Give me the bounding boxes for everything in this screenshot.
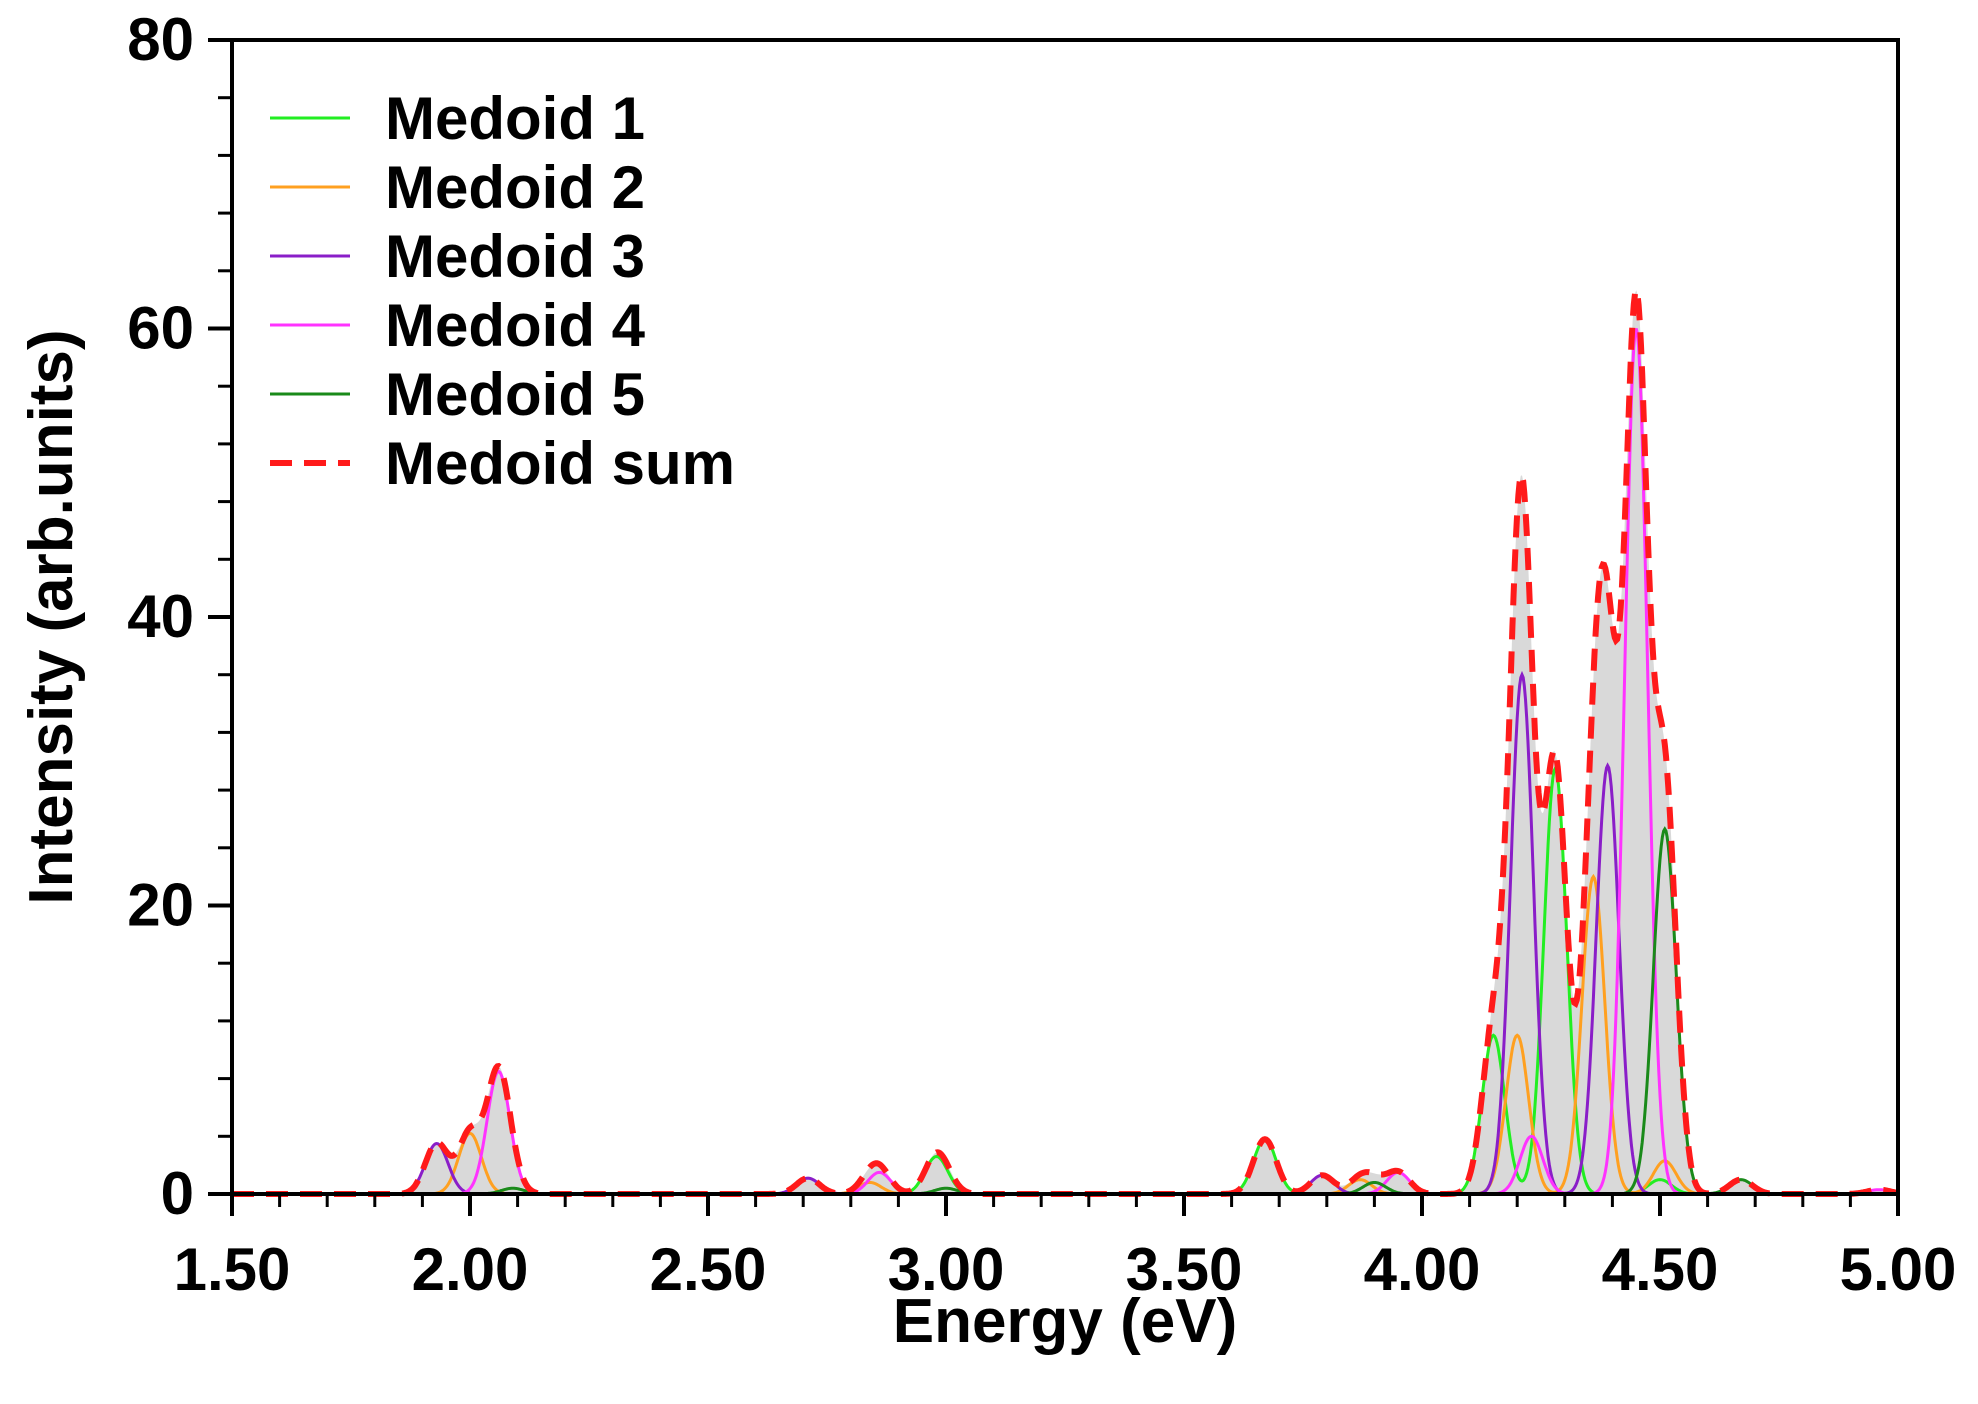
legend-label: Medoid 3 <box>385 223 645 290</box>
x-tick-label: 5.00 <box>1840 1236 1957 1303</box>
legend-label: Medoid 5 <box>385 361 645 428</box>
y-axis: 0 20 40 60 80 <box>127 6 232 1227</box>
y-tick-label: 0 <box>161 1160 194 1227</box>
x-tick-label: 3.00 <box>888 1236 1005 1303</box>
legend-label: Medoid 4 <box>385 292 646 359</box>
x-tick-label: 4.00 <box>1364 1236 1481 1303</box>
legend-label: Medoid sum <box>385 430 735 497</box>
x-tick-label: 4.50 <box>1602 1236 1719 1303</box>
y-tick-label: 40 <box>127 583 194 650</box>
y-tick-label: 60 <box>127 295 194 362</box>
x-axis-title: Energy (eV) <box>893 1287 1238 1356</box>
x-axis: 1.50 2.00 2.50 3.00 3.50 4.00 4.50 5.00 <box>174 1194 1957 1303</box>
x-tick-label: 2.00 <box>412 1236 529 1303</box>
legend-label: Medoid 1 <box>385 85 645 152</box>
x-tick-label: 3.50 <box>1126 1236 1243 1303</box>
y-axis-title: Intensity (arb.units) <box>17 329 86 904</box>
legend-label: Medoid 2 <box>385 154 645 221</box>
x-tick-label: 2.50 <box>650 1236 767 1303</box>
y-tick-label: 20 <box>127 872 194 939</box>
x-tick-label: 1.50 <box>174 1236 291 1303</box>
y-tick-label: 80 <box>127 6 194 73</box>
